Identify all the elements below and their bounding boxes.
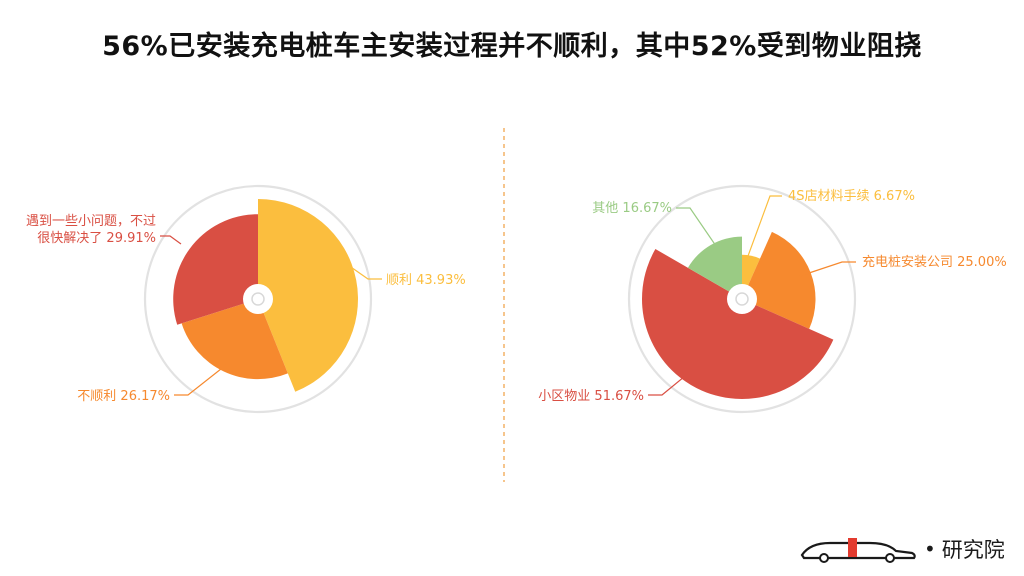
rose-slice <box>181 302 288 380</box>
rose-slice <box>249 199 358 392</box>
chart-center-hole <box>727 284 757 314</box>
logo-dot: • <box>924 537 936 561</box>
slice-label: 顺利 43.93% <box>386 273 466 288</box>
label-leader-line <box>676 207 717 247</box>
slice-label: 遇到一些小问题，不过很快解决了 29.91% <box>26 214 156 246</box>
chart-center-hole <box>243 284 273 314</box>
label-leader-line <box>174 364 227 396</box>
slice-label: 充电桩安装公司 25.00% <box>862 254 1007 270</box>
chart-outer-ring <box>143 184 373 414</box>
rose-slice <box>742 254 761 288</box>
slice-label: 小区物业 51.67% <box>538 389 644 404</box>
label-leader-line <box>347 264 382 280</box>
chart-center-dot <box>735 292 749 306</box>
label-leader-line <box>160 235 182 245</box>
chart-title: 56%已安装充电桩车主安装过程并不顺利，其中52%受到物业阻挠 <box>102 31 922 62</box>
rose-slice <box>641 249 834 400</box>
rose-chart-1: 顺利 43.93% 不顺利 26.17% 遇到一些小问题，不过很快解决了 29.91… <box>26 184 466 414</box>
slice-label-line: 很快解决了 29.91% <box>37 231 156 246</box>
rose-chart-2: 4S店材料手续 6.67% 充电桩安装公司 25.00% 小区物业 51.67% 其他… <box>538 184 1007 414</box>
car-logo-icon <box>800 538 916 563</box>
slice-label-line: 遇到一些小问题，不过 <box>26 214 156 229</box>
chart-center-dot <box>251 292 265 306</box>
slice-label: 其他 16.67% <box>592 201 672 216</box>
brand-logo: • 研究院 <box>800 532 1010 566</box>
slice-label: 不顺利 26.17% <box>77 389 170 404</box>
chart-outer-ring <box>627 184 857 414</box>
rose-slice <box>173 214 259 325</box>
label-leader-line <box>799 261 856 277</box>
label-leader-line <box>648 371 691 396</box>
rose-slice <box>687 236 742 293</box>
logo-text: 研究院 <box>941 538 1005 562</box>
rose-slice <box>746 231 816 329</box>
label-leader-line <box>747 195 782 257</box>
slice-label: 4S店材料手续 6.67% <box>788 189 915 204</box>
